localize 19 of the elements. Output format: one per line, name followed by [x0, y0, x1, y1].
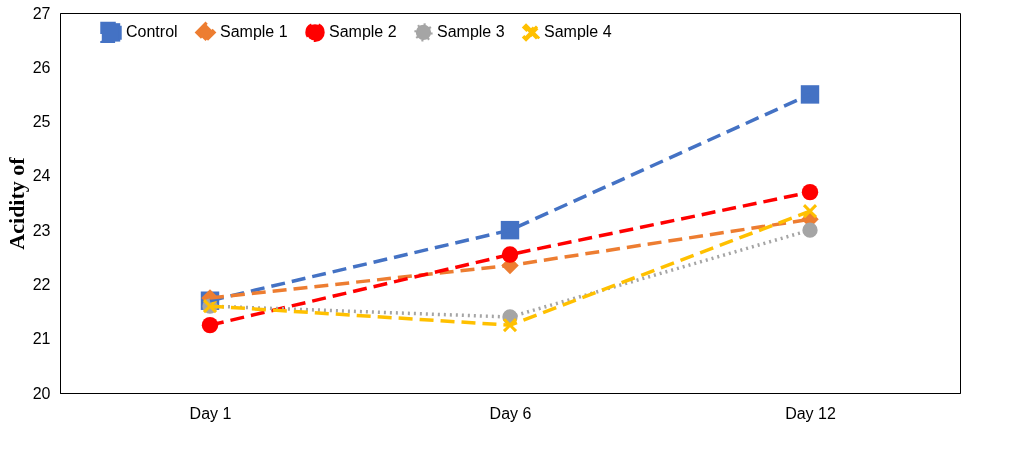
- legend-label: Sample 1: [220, 23, 288, 41]
- point: [802, 222, 818, 238]
- y-tick-label: 26: [32, 58, 51, 76]
- x-tick-label: Day 12: [785, 404, 836, 422]
- y-axis-title: Acidity of: [3, 156, 29, 250]
- y-tick-label: 23: [32, 221, 51, 239]
- y-tick-label: 27: [32, 4, 51, 22]
- y-tick-label: 24: [32, 167, 51, 185]
- legend-label: Sample 3: [437, 23, 505, 41]
- legend-label: Sample 4: [544, 23, 612, 41]
- y-tick-label: 20: [32, 384, 51, 402]
- y-tick-label: 21: [32, 330, 51, 348]
- x-tick-label: Day 6: [489, 404, 532, 422]
- point: [800, 85, 820, 104]
- x-tick-label: Day 1: [189, 404, 232, 422]
- legend-label: Control: [126, 23, 178, 41]
- legend-label: Sample 2: [329, 23, 397, 41]
- y-tick-label: 22: [32, 275, 51, 293]
- y-tick-label: 25: [32, 113, 51, 131]
